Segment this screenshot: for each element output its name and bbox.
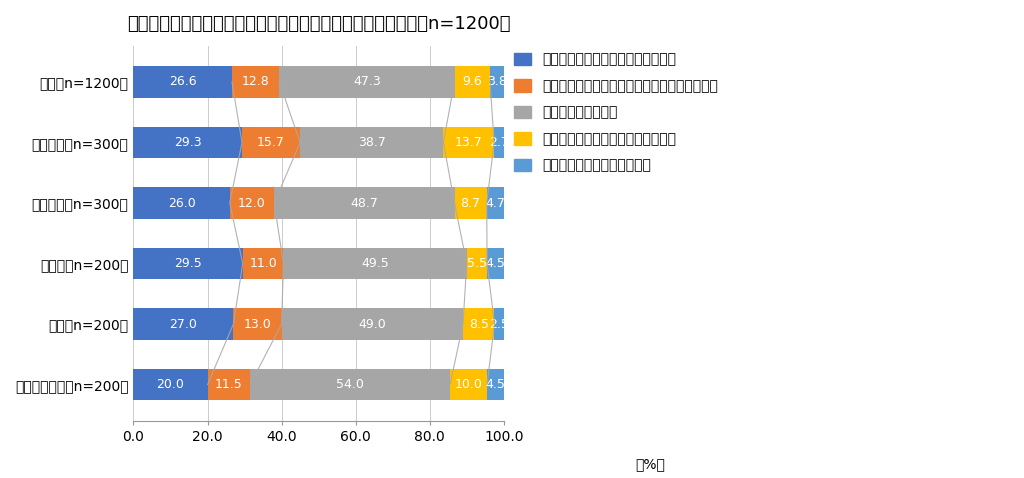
- Text: 48.7: 48.7: [350, 196, 378, 209]
- Text: 49.0: 49.0: [358, 317, 386, 330]
- Text: 12.8: 12.8: [242, 76, 269, 88]
- Text: 5.5: 5.5: [467, 257, 486, 270]
- Bar: [455, 66, 490, 98]
- Bar: [243, 248, 284, 279]
- Bar: [443, 127, 495, 158]
- Legend: 正確さもスピードも期待以上だった, 正確さとスピード、いずれかが期待以下だった, どちらともいえない, 正確さもスピードも期待以下だった, 不正確かつ、遅い対応: 正確さもスピードも期待以上だった, 正確さとスピード、いずれかが期待以下だった,…: [514, 53, 718, 173]
- Text: 2.5: 2.5: [489, 317, 509, 330]
- Bar: [233, 308, 282, 340]
- Text: 38.7: 38.7: [357, 136, 386, 149]
- Bar: [455, 187, 486, 219]
- Text: 4.5: 4.5: [485, 257, 506, 270]
- Bar: [487, 248, 504, 279]
- Bar: [495, 127, 504, 158]
- Bar: [467, 248, 487, 279]
- Bar: [300, 127, 443, 158]
- Text: 49.5: 49.5: [361, 257, 389, 270]
- Text: 12.0: 12.0: [239, 196, 266, 209]
- Bar: [463, 308, 495, 340]
- Bar: [229, 187, 274, 219]
- Bar: [250, 369, 451, 400]
- Bar: [284, 248, 467, 279]
- Bar: [495, 308, 504, 340]
- Text: 9.6: 9.6: [463, 76, 482, 88]
- Bar: [133, 187, 229, 219]
- Text: 2.7: 2.7: [489, 136, 509, 149]
- Text: 3.8: 3.8: [487, 76, 507, 88]
- Text: 13.0: 13.0: [244, 317, 271, 330]
- Text: 10.0: 10.0: [455, 378, 482, 391]
- Bar: [274, 187, 455, 219]
- Text: 27.0: 27.0: [170, 317, 198, 330]
- Bar: [133, 66, 232, 98]
- Bar: [280, 66, 455, 98]
- Text: 15.7: 15.7: [257, 136, 285, 149]
- Bar: [242, 127, 300, 158]
- Bar: [490, 66, 504, 98]
- Bar: [487, 369, 504, 400]
- Bar: [232, 66, 280, 98]
- Text: 29.3: 29.3: [174, 136, 202, 149]
- Text: 8.7: 8.7: [461, 196, 480, 209]
- Text: 4.5: 4.5: [485, 378, 506, 391]
- Title: オペレータにつながってからの回答は正確で速やかだったか（n=1200）: オペレータにつながってからの回答は正確で速やかだったか（n=1200）: [127, 15, 510, 33]
- Bar: [133, 248, 243, 279]
- Text: 29.5: 29.5: [174, 257, 202, 270]
- Bar: [282, 308, 463, 340]
- Text: 47.3: 47.3: [353, 76, 381, 88]
- Bar: [133, 308, 233, 340]
- Bar: [486, 187, 504, 219]
- Text: 4.7: 4.7: [485, 196, 506, 209]
- Text: 13.7: 13.7: [455, 136, 482, 149]
- Text: 54.0: 54.0: [336, 378, 364, 391]
- Text: 26.0: 26.0: [168, 196, 196, 209]
- Bar: [133, 369, 208, 400]
- Text: 8.5: 8.5: [469, 317, 488, 330]
- Text: 11.0: 11.0: [249, 257, 276, 270]
- Bar: [133, 127, 242, 158]
- Bar: [208, 369, 250, 400]
- Text: 20.0: 20.0: [157, 378, 184, 391]
- Text: 11.5: 11.5: [215, 378, 243, 391]
- Bar: [451, 369, 487, 400]
- Text: 26.6: 26.6: [169, 76, 197, 88]
- Text: （%）: （%）: [635, 457, 665, 471]
